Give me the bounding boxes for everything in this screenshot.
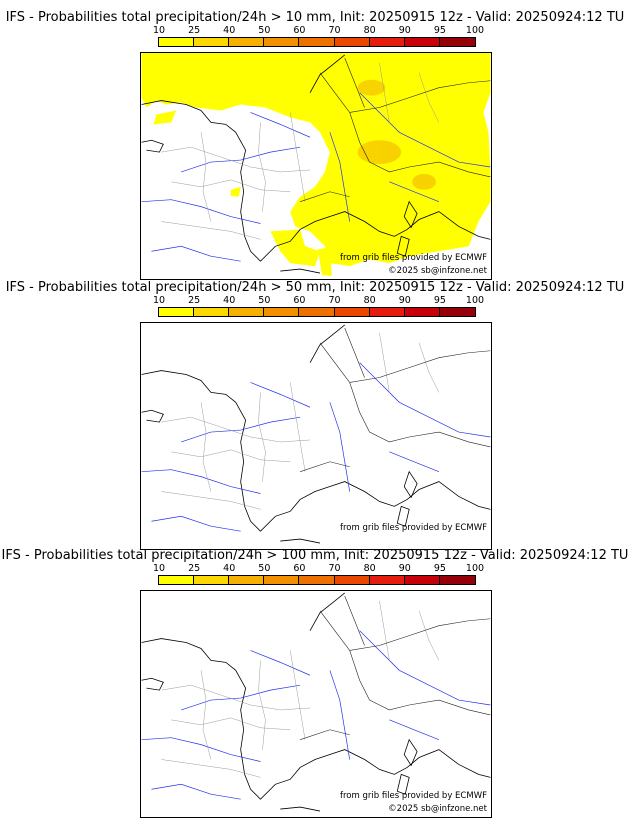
data-source-credit: from grib files provided by ECMWF xyxy=(340,253,487,263)
colorbar-swatch xyxy=(369,38,405,46)
probability-map: from grib files provided by ECMWF ©2025 … xyxy=(140,52,492,280)
colorbar-tick-label: 100 xyxy=(465,25,485,36)
colorbar-swatch xyxy=(299,308,335,316)
colorbar xyxy=(158,575,476,585)
colorbar-ticks: 10 25 40 50 60 70 80 90 95 100 xyxy=(153,295,484,306)
colorbar-tick-label: 60 xyxy=(293,25,306,36)
coastline xyxy=(141,54,491,274)
data-source-credit: from grib files provided by ECMWF xyxy=(340,791,487,801)
colorbar-swatch xyxy=(369,576,405,584)
copyright-credit: ©2025 sb@infzone.net xyxy=(388,266,487,276)
colorbar-swatch xyxy=(334,576,370,584)
colorbar-tick-label: 80 xyxy=(363,25,376,36)
colorbar-tick-label: 70 xyxy=(328,563,341,574)
colorbar-tick-label: 60 xyxy=(293,563,306,574)
colorbar-tick-label: 40 xyxy=(223,25,236,36)
panel-title: IFS - Probabilities total precipitation/… xyxy=(5,10,625,25)
copyright-credit: ©2025 sb@infzone.net xyxy=(388,804,487,814)
colorbar-tick-label: 25 xyxy=(188,295,201,306)
colorbar-tick-label: 95 xyxy=(433,25,446,36)
colorbar-swatch xyxy=(194,576,230,584)
colorbar-ticks: 10 25 40 50 60 70 80 90 95 100 xyxy=(153,25,484,36)
data-source-credit: from grib files provided by ECMWF xyxy=(340,523,487,533)
colorbar-tick-label: 50 xyxy=(258,295,271,306)
colorbar-tick-label: 90 xyxy=(398,295,411,306)
admin-borders xyxy=(161,62,440,240)
colorbar-tick-label: 95 xyxy=(433,295,446,306)
colorbar-tick-label: 50 xyxy=(258,25,271,36)
colorbar-tick-label: 10 xyxy=(152,25,166,36)
colorbar-swatch xyxy=(439,38,475,46)
colorbar-swatch xyxy=(194,38,230,46)
colorbar-swatch xyxy=(264,308,300,316)
rivers xyxy=(141,362,491,532)
colorbar-tick-label: 90 xyxy=(398,563,411,574)
colorbar-swatch xyxy=(439,308,475,316)
colorbar-swatch xyxy=(299,576,335,584)
colorbar-swatch xyxy=(159,308,195,316)
map-panel-50mm: IFS - Probabilities total precipitation/… xyxy=(0,280,630,550)
map-panel-100mm: IFS - Probabilities total precipitation/… xyxy=(0,548,630,818)
rivers xyxy=(141,630,491,800)
rivers xyxy=(141,92,491,262)
colorbar-swatch xyxy=(159,576,195,584)
map-panel-10mm: IFS - Probabilities total precipitation/… xyxy=(0,10,630,280)
coastline xyxy=(141,592,491,812)
panel-title: IFS - Probabilities total precipitation/… xyxy=(1,548,629,563)
colorbar-tick-label: 40 xyxy=(223,295,236,306)
colorbar-swatch xyxy=(229,38,265,46)
colorbar-swatch xyxy=(299,38,335,46)
colorbar-swatch xyxy=(264,576,300,584)
admin-borders xyxy=(161,332,440,510)
colorbar xyxy=(158,307,476,317)
colorbar-swatch xyxy=(194,308,230,316)
map-canvas xyxy=(141,592,491,812)
colorbar-tick-label: 25 xyxy=(188,563,201,574)
panel-title: IFS - Probabilities total precipitation/… xyxy=(5,280,625,295)
map-canvas xyxy=(141,53,491,277)
country-borders xyxy=(300,595,491,740)
colorbar-tick-label: 95 xyxy=(433,563,446,574)
colorbar-tick-label: 90 xyxy=(398,25,411,36)
colorbar-swatch xyxy=(229,576,265,584)
probability-map: from grib files provided by ECMWF ©2025 … xyxy=(140,590,492,818)
colorbar-tick-label: 100 xyxy=(465,295,485,306)
colorbar-ticks: 10 25 40 50 60 70 80 90 95 100 xyxy=(153,563,484,574)
precip-area xyxy=(141,53,491,277)
colorbar-tick-label: 80 xyxy=(363,295,376,306)
colorbar-tick-label: 100 xyxy=(465,563,485,574)
admin-borders xyxy=(161,600,440,778)
colorbar-tick-label: 10 xyxy=(152,563,166,574)
coastline xyxy=(141,324,491,544)
colorbar-tick-label: 80 xyxy=(363,563,376,574)
colorbar-swatch xyxy=(229,308,265,316)
colorbar-tick-label: 10 xyxy=(152,295,166,306)
colorbar-swatch xyxy=(334,38,370,46)
colorbar-tick-label: 25 xyxy=(188,25,201,36)
country-borders xyxy=(300,57,491,202)
colorbar-swatch xyxy=(159,38,195,46)
colorbar-swatch xyxy=(264,38,300,46)
colorbar-swatch xyxy=(404,308,440,316)
precip-area-higher xyxy=(357,79,436,190)
colorbar-swatch xyxy=(404,576,440,584)
colorbar-tick-label: 70 xyxy=(328,25,341,36)
colorbar-tick-label: 70 xyxy=(328,295,341,306)
colorbar-swatch xyxy=(404,38,440,46)
colorbar-swatch xyxy=(334,308,370,316)
colorbar-swatch xyxy=(369,308,405,316)
colorbar-tick-label: 40 xyxy=(223,563,236,574)
map-canvas xyxy=(141,324,491,544)
country-borders xyxy=(300,327,491,472)
colorbar-swatch xyxy=(439,576,475,584)
colorbar-tick-label: 50 xyxy=(258,563,271,574)
colorbar-tick-label: 60 xyxy=(293,295,306,306)
colorbar xyxy=(158,37,476,47)
probability-map: from grib files provided by ECMWF xyxy=(140,322,492,550)
